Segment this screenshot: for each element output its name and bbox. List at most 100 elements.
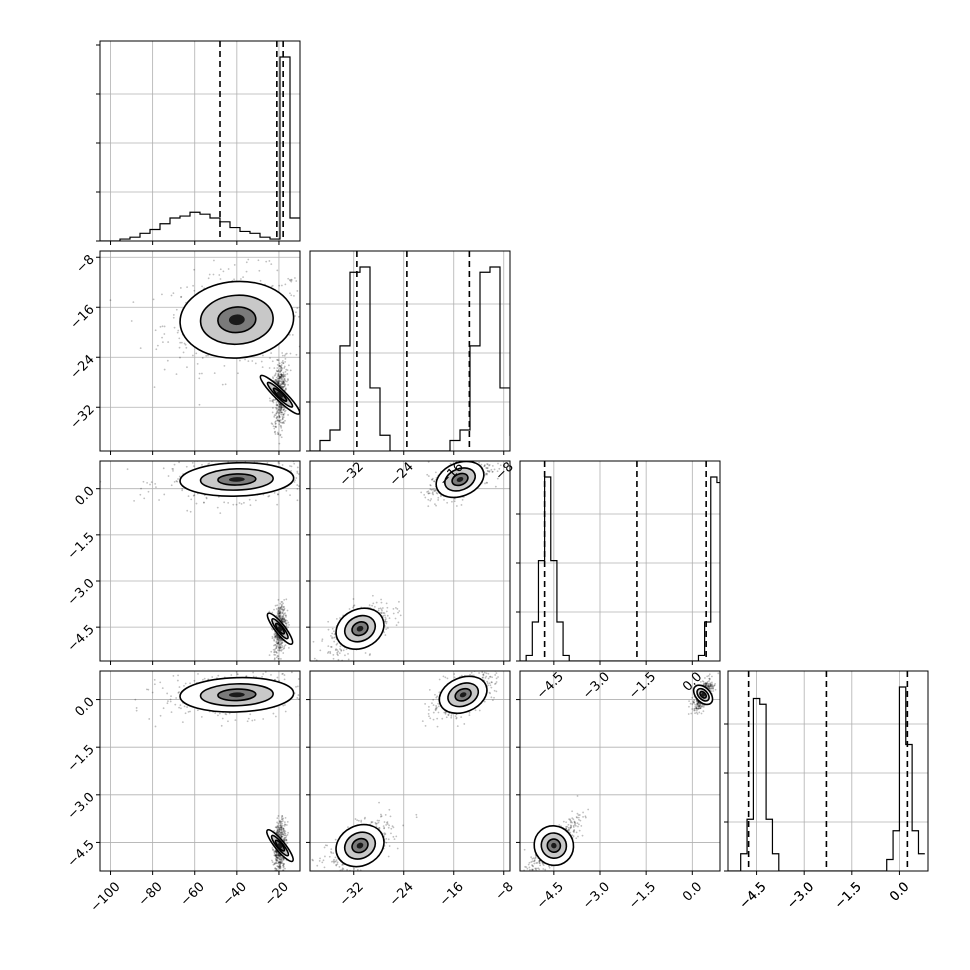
- sample-point: [273, 852, 276, 855]
- sample-point: [279, 382, 281, 385]
- sample-point: [275, 854, 278, 857]
- sample-point: [283, 407, 286, 410]
- sample-point: [276, 636, 279, 639]
- sample-point: [427, 492, 430, 495]
- sample-point: [296, 458, 298, 460]
- sample-point: [482, 673, 485, 676]
- sample-point: [281, 644, 283, 647]
- sample-point: [335, 617, 338, 620]
- sample-point: [277, 370, 280, 373]
- sample-point: [280, 603, 283, 606]
- sample-point: [431, 492, 434, 495]
- sample-point: [282, 612, 285, 615]
- sample-point: [192, 465, 195, 468]
- sample-point: [207, 463, 210, 466]
- sample-point: [424, 703, 427, 705]
- sample-point: [321, 861, 324, 864]
- sample-point: [278, 858, 281, 861]
- sample-point: [283, 381, 286, 384]
- sample-point: [449, 462, 452, 465]
- sample-point: [302, 692, 304, 694]
- sample-point: [318, 860, 321, 862]
- sample-point: [313, 465, 315, 467]
- sample-point: [280, 640, 283, 643]
- sample-point: [279, 861, 282, 864]
- sample-point: [195, 502, 198, 505]
- sample-point: [468, 714, 471, 717]
- sample-point: [279, 384, 282, 387]
- sample-point: [281, 381, 284, 384]
- sample-point: [282, 383, 285, 386]
- sample-point: [274, 423, 277, 425]
- sample-point: [126, 468, 129, 471]
- sample-point: [281, 872, 283, 874]
- sample-point: [435, 705, 438, 707]
- sample-point: [282, 382, 284, 385]
- sample-point: [461, 498, 464, 501]
- sample-point: [281, 826, 283, 829]
- sample-point: [197, 673, 199, 675]
- sample-point: [342, 871, 344, 873]
- sample-point: [279, 855, 281, 858]
- sample-point: [385, 841, 388, 844]
- sample-point: [279, 822, 282, 825]
- sample-point: [276, 856, 278, 859]
- sample-point: [275, 852, 278, 854]
- sample-point: [265, 260, 268, 263]
- sample-point: [275, 826, 278, 829]
- sample-point: [335, 648, 337, 651]
- sample-point: [490, 681, 493, 684]
- sample-point: [276, 826, 279, 829]
- sample-point: [266, 462, 269, 464]
- sample-point: [486, 682, 489, 685]
- sample-point: [428, 715, 430, 718]
- sample-point: [427, 475, 430, 477]
- sample-point: [254, 362, 257, 365]
- sample-point: [284, 283, 287, 286]
- sample-point: [280, 365, 282, 368]
- sample-point: [385, 610, 388, 613]
- sample-point: [280, 857, 283, 860]
- sample-point: [279, 376, 281, 379]
- sample-point: [276, 829, 279, 832]
- sample-point: [277, 433, 280, 435]
- sample-point: [282, 858, 285, 861]
- sample-point: [278, 612, 281, 614]
- sample-point: [277, 408, 280, 411]
- sample-point: [275, 855, 278, 858]
- sample-point: [275, 412, 278, 415]
- sample-point: [274, 653, 277, 656]
- sample-point: [280, 831, 282, 834]
- sample-point: [307, 671, 309, 673]
- sample-point: [485, 675, 488, 678]
- sample-point: [434, 709, 437, 712]
- sample-point: [279, 647, 282, 649]
- sample-point: [158, 499, 160, 501]
- sample-point: [284, 619, 287, 622]
- sample-point: [295, 353, 298, 356]
- sample-point: [219, 451, 221, 453]
- sample-point: [178, 686, 181, 688]
- sample-point: [276, 860, 279, 862]
- sample-point: [283, 598, 286, 601]
- sample-point: [273, 367, 276, 369]
- sample-point: [213, 259, 215, 262]
- sample-point: [147, 688, 150, 691]
- sample-point: [420, 491, 423, 494]
- sample-point: [280, 821, 283, 823]
- sample-point: [279, 644, 282, 647]
- sample-point: [281, 415, 284, 418]
- sample-point: [276, 604, 279, 607]
- sample-point: [278, 378, 281, 380]
- sample-point: [431, 477, 434, 480]
- sample-point: [279, 602, 282, 605]
- sample-point: [282, 371, 285, 374]
- sample-point: [278, 865, 281, 868]
- sample-point: [283, 839, 286, 842]
- sample-point: [273, 653, 276, 656]
- sample-point: [486, 467, 489, 469]
- sample-point: [272, 848, 275, 851]
- sample-point: [279, 639, 282, 642]
- sample-point: [223, 501, 226, 504]
- sample-point: [294, 315, 296, 317]
